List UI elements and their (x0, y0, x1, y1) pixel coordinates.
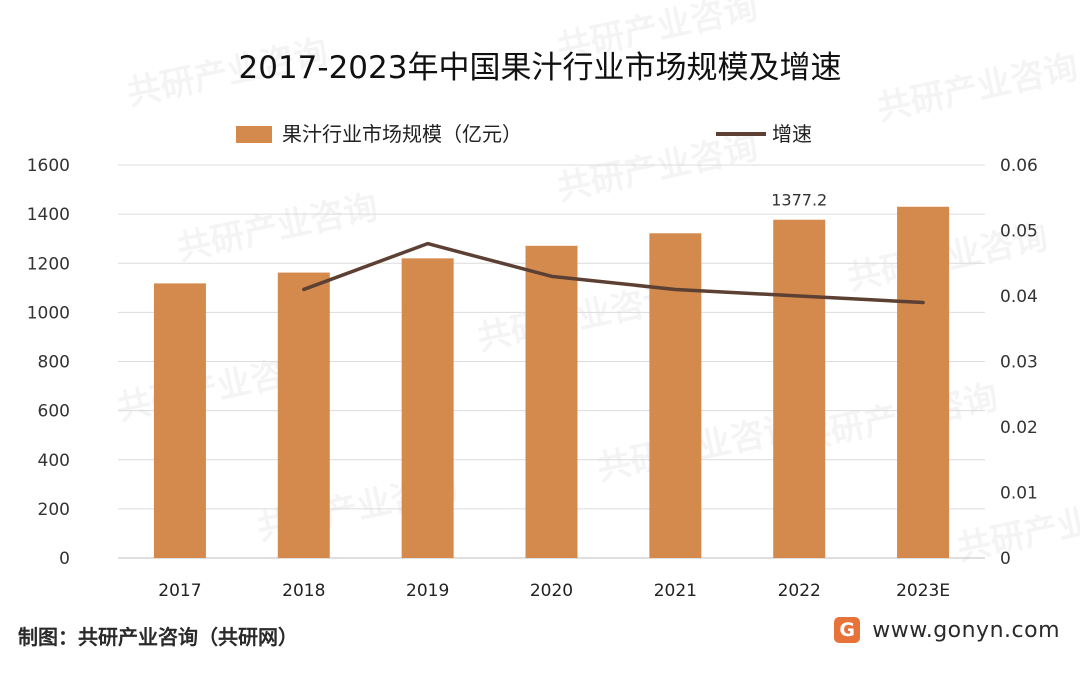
right-axis: 0 0.01 0.02 0.03 0.04 0.05 0.06 (1000, 156, 1038, 569)
right-tick-label: 0.05 (1000, 222, 1038, 242)
x-axis: 2017 2018 2019 2020 2021 2022 2023E (158, 581, 950, 601)
left-tick-label: 200 (38, 500, 70, 520)
site-url: www.gonyn.com (872, 617, 1060, 643)
line-series (302, 241, 925, 305)
gonyn-logo-icon: G (834, 617, 861, 643)
left-tick-label: 1000 (27, 303, 70, 323)
bar-2023E (897, 206, 950, 558)
chart-title: 2017-2023年中国果汁行业市场规模及增速 (239, 50, 842, 86)
left-tick-label: 1400 (27, 205, 70, 225)
left-axis: 0 200 400 600 800 1000 1200 1400 1600 (27, 156, 70, 569)
right-tick-label: 0.03 (1000, 353, 1038, 373)
bar-series (153, 206, 950, 559)
bar-2017 (153, 283, 206, 558)
left-tick-label: 400 (38, 451, 70, 471)
left-tick-label: 0 (59, 549, 70, 569)
right-tick-label: 0.01 (1000, 484, 1038, 504)
legend: 果汁行业市场规模（亿元） 增速 (236, 122, 812, 146)
x-tick-label: 2020 (530, 581, 573, 601)
bar-2021 (649, 233, 702, 558)
bar-2020 (525, 245, 578, 559)
left-tick-label: 800 (38, 353, 70, 373)
legend-label-bar: 果汁行业市场规模（亿元） (282, 122, 522, 146)
bar-2018 (277, 272, 330, 558)
x-tick-label: 2022 (778, 581, 821, 601)
data-labels: 1377.2 (771, 191, 827, 210)
left-tick-label: 1600 (27, 156, 70, 176)
left-tick-label: 1200 (27, 254, 70, 274)
right-tick-label: 0.04 (1000, 287, 1038, 307)
site-credit: G www.gonyn.com (834, 617, 1060, 643)
right-tick-label: 0.02 (1000, 418, 1038, 438)
right-tick-label: 0.06 (1000, 156, 1038, 176)
watermark-text: 共研产业咨询 (174, 187, 382, 269)
x-tick-label: 2021 (654, 581, 697, 601)
watermark-text: 共研产业咨询 (874, 47, 1080, 129)
bar-2022 (773, 219, 826, 558)
x-tick-label: 2019 (406, 581, 449, 601)
x-tick-label: 2023E (896, 581, 950, 601)
legend-label-line: 增速 (772, 122, 812, 146)
chart: 共研产业咨询共研产业咨询共研产业咨询共研产业咨询共研产业咨询共研产业咨询共研产业… (27, 0, 1080, 601)
data-label-2022: 1377.2 (771, 191, 827, 210)
x-tick-label: 2018 (282, 581, 325, 601)
watermark-text: 共研产业咨询 (554, 127, 762, 209)
source-note: 制图：共研产业咨询（共研网） (18, 625, 298, 649)
x-tick-label: 2017 (158, 581, 201, 601)
right-tick-label: 0 (1000, 549, 1011, 569)
bar-2019 (401, 258, 454, 558)
left-tick-label: 600 (38, 402, 70, 422)
legend-swatch-bar (236, 126, 272, 143)
growth-line (302, 241, 925, 305)
